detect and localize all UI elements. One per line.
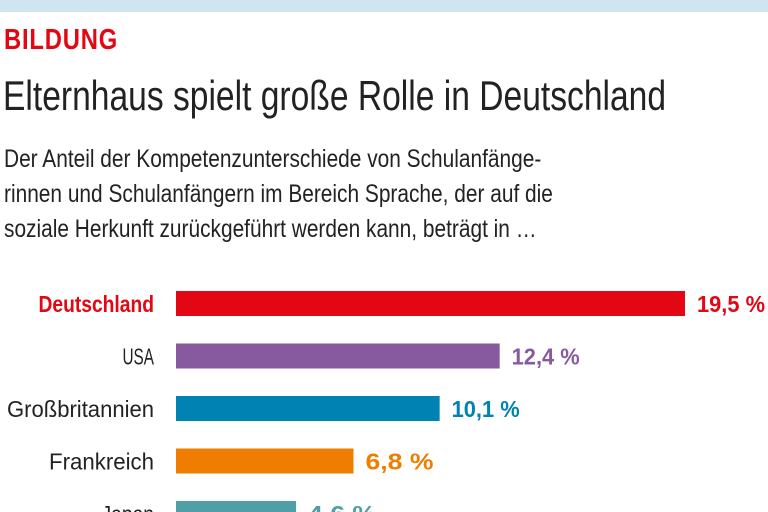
category-label: Japan xyxy=(102,501,155,512)
category-label: Großbritannien xyxy=(7,396,154,422)
value-label: 6,8 % xyxy=(365,449,433,475)
subtitle-line: Der Anteil der Kompetenzunterschiede von… xyxy=(4,145,542,173)
bar-0 xyxy=(176,291,685,316)
kicker: BILDUNG xyxy=(4,24,119,56)
value-label: 12,4 % xyxy=(512,344,580,370)
subtitle: Der Anteil der Kompetenzunterschiede von… xyxy=(4,142,756,247)
bar-4 xyxy=(176,501,297,512)
top-bar xyxy=(0,0,768,12)
bar-1 xyxy=(176,343,500,369)
category-label: Frankreich xyxy=(49,449,154,475)
value-label: 19,5 % xyxy=(697,291,765,317)
chart-title: Elternhaus spielt große Rolle in Deutsch… xyxy=(3,72,667,119)
category-label: USA xyxy=(123,344,155,370)
subtitle-line: soziale Herkunft zurückgeführt werden ka… xyxy=(4,215,537,243)
category-label: Deutschland xyxy=(39,291,155,317)
bar-2 xyxy=(176,396,440,421)
value-label: 10,1 % xyxy=(452,396,520,422)
value-label: 4,6 % xyxy=(308,501,376,512)
subtitle-line: rinnen und Schulanfängern im Bereich Spr… xyxy=(4,180,553,208)
bar-3 xyxy=(176,448,354,474)
